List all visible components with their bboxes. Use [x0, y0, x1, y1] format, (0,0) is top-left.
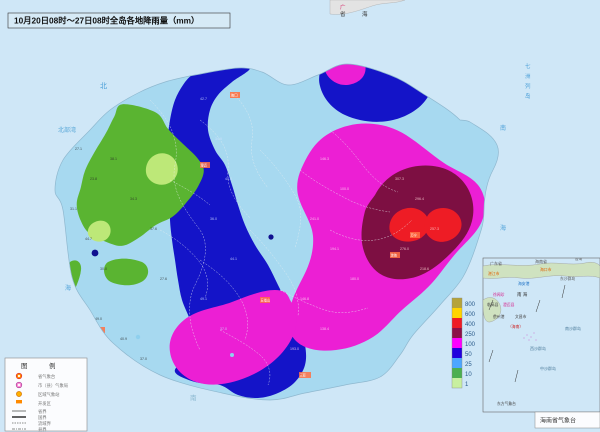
svg-text:省气象台: 省气象台	[38, 373, 55, 380]
svg-text:澄迈县: 澄迈县	[503, 302, 515, 307]
svg-text:广东省: 广东省	[490, 260, 502, 266]
svg-text:岛: 岛	[525, 92, 531, 100]
svg-text:南沙群岛: 南沙群岛	[565, 325, 581, 331]
svg-text:50: 50	[465, 352, 472, 358]
svg-text:10: 10	[465, 372, 472, 378]
svg-text:218.6: 218.6	[420, 267, 429, 271]
svg-text:30.0: 30.0	[100, 267, 107, 271]
svg-text:800: 800	[465, 302, 476, 308]
svg-text:307.3: 307.3	[395, 177, 404, 181]
svg-text:194.1: 194.1	[330, 247, 339, 251]
svg-text:34.3: 34.3	[130, 197, 137, 201]
svg-text:38.1: 38.1	[110, 157, 117, 161]
svg-text:文昌市: 文昌市	[515, 314, 527, 319]
svg-text:42.7: 42.7	[200, 97, 207, 101]
svg-text:广: 广	[340, 3, 346, 11]
svg-text:27.1: 27.1	[75, 147, 82, 151]
svg-text:琼海: 琼海	[391, 253, 398, 258]
svg-text:100: 100	[465, 342, 476, 348]
svg-text:万宁: 万宁	[411, 233, 417, 238]
svg-text:区域气象站: 区域气象站	[38, 391, 60, 398]
svg-text:44.7: 44.7	[85, 237, 92, 241]
svg-text:23.8: 23.8	[90, 177, 97, 181]
svg-text:北部湾: 北部湾	[58, 126, 76, 134]
svg-text:七: 七	[525, 62, 531, 70]
svg-text:276.0: 276.0	[400, 247, 409, 251]
svg-text:（海南）: （海南）	[508, 324, 523, 329]
svg-text:儋州港: 儋州港	[493, 314, 505, 319]
svg-text:中沙群岛: 中沙群岛	[540, 365, 556, 371]
svg-text:37.0: 37.0	[140, 357, 147, 361]
svg-text:193.0: 193.0	[290, 347, 299, 351]
svg-text:流域界: 流域界	[38, 420, 52, 427]
svg-text:296.4: 296.4	[415, 197, 424, 201]
svg-text:开发区: 开发区	[38, 400, 52, 407]
svg-text:44.1: 44.1	[230, 257, 237, 261]
svg-text:东沙群岛: 东沙群岛	[560, 276, 575, 281]
svg-text:34.9: 34.9	[215, 137, 222, 141]
svg-text:250: 250	[465, 332, 476, 338]
svg-text:40.9: 40.9	[120, 337, 127, 341]
svg-text:海: 海	[500, 224, 506, 232]
svg-text:257.3: 257.3	[430, 227, 439, 231]
svg-text:400: 400	[465, 322, 476, 328]
svg-text:海口市: 海口市	[540, 267, 552, 272]
svg-text:南 海: 南 海	[517, 291, 528, 298]
svg-text:海: 海	[65, 284, 71, 292]
svg-text:市（县）气象局: 市（县）气象局	[38, 382, 68, 389]
svg-text:例: 例	[49, 361, 56, 370]
svg-text:徐闻珍: 徐闻珍	[493, 292, 505, 297]
svg-text:180.0: 180.0	[350, 277, 359, 281]
svg-text:南: 南	[500, 124, 506, 132]
svg-text:25: 25	[465, 362, 472, 368]
svg-text:31.1: 31.1	[70, 207, 77, 211]
svg-text:临高县: 临高县	[487, 302, 499, 307]
svg-text:海: 海	[362, 10, 368, 18]
svg-text:27.6: 27.6	[160, 277, 167, 281]
svg-text:600: 600	[465, 312, 476, 318]
svg-text:省界: 省界	[38, 408, 47, 415]
svg-text:44.3: 44.3	[225, 177, 232, 181]
svg-text:南: 南	[190, 393, 197, 402]
svg-text:县界: 县界	[38, 427, 47, 432]
svg-text:省: 省	[340, 10, 346, 18]
svg-text:澄迈: 澄迈	[201, 163, 208, 168]
svg-text:北: 北	[100, 82, 107, 90]
svg-text:三亚: 三亚	[300, 374, 307, 378]
svg-text:五指山: 五指山	[261, 298, 271, 303]
svg-text:海安港: 海安港	[518, 281, 530, 286]
svg-text:100.0: 100.0	[340, 187, 349, 191]
svg-text:49.1: 49.1	[200, 297, 207, 301]
svg-text:图: 图	[21, 362, 28, 370]
svg-text:146.3: 146.3	[320, 157, 329, 161]
svg-text:138.4: 138.4	[320, 327, 329, 331]
svg-text:36.0: 36.0	[210, 217, 217, 221]
svg-text:37.6: 37.6	[150, 227, 157, 231]
svg-text:列: 列	[525, 82, 531, 90]
svg-text:18.0: 18.0	[65, 297, 72, 301]
svg-text:海南省气象台: 海南省气象台	[540, 417, 576, 425]
svg-text:37.0: 37.0	[220, 327, 227, 331]
svg-text:西沙群岛: 西沙群岛	[530, 345, 546, 351]
svg-text:台湾: 台湾	[575, 256, 583, 261]
svg-text:湛江市: 湛江市	[488, 271, 500, 276]
svg-text:146.8: 146.8	[300, 297, 309, 301]
svg-text:海南省: 海南省	[535, 258, 547, 264]
svg-text:东方气象台: 东方气象台	[497, 401, 516, 406]
svg-text:241.0: 241.0	[310, 217, 319, 221]
svg-text:10月20日08时～27日08时全岛各地降雨量（mm）: 10月20日08时～27日08时全岛各地降雨量（mm）	[14, 16, 199, 26]
svg-text:1: 1	[465, 382, 469, 388]
svg-text:海口: 海口	[231, 93, 239, 98]
svg-text:洲: 洲	[525, 74, 531, 80]
